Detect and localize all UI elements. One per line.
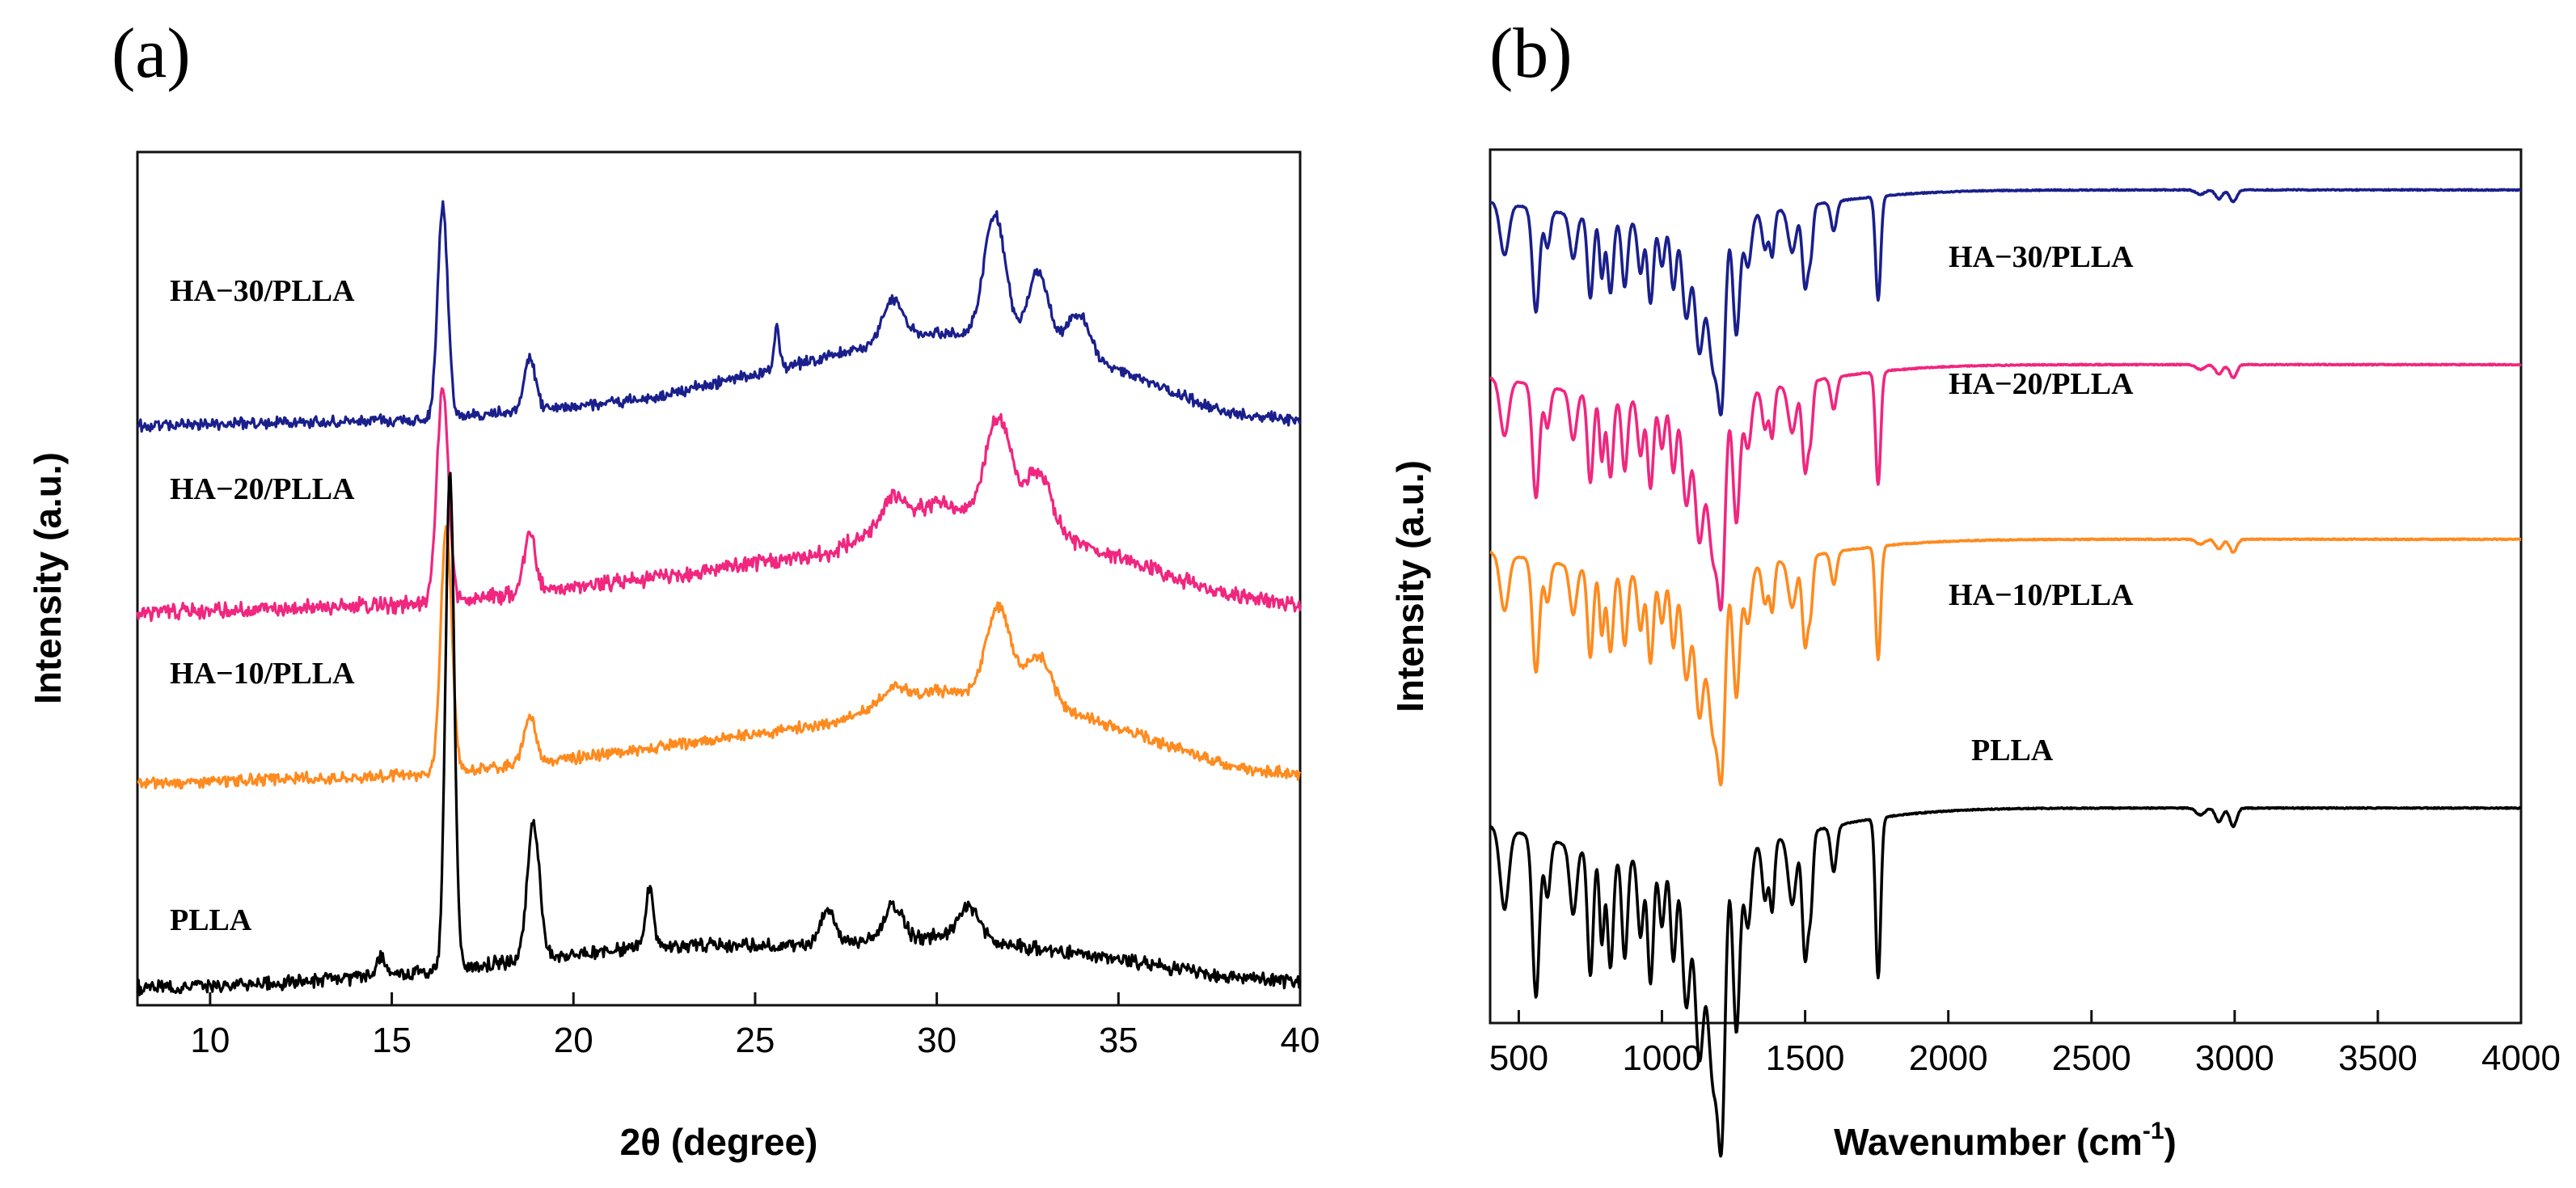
panel-a-series-line-plla	[136, 471, 1302, 996]
panel-b-x-tick-label: 1000	[1623, 1038, 1702, 1078]
panel-a-series-line-ha-30-plla	[136, 200, 1302, 433]
panel-a-x-tick-label: 10	[190, 1021, 230, 1060]
panel-b-x-axis-title: Wavenumber (cm-1)	[1834, 1118, 2177, 1163]
panel-a-series-labels: HA−30/PLLA HA−20/PLLA HA−10/PLLA PLLA	[170, 274, 355, 937]
panel-a-series-label-ha-30-plla: HA−30/PLLA	[170, 274, 355, 308]
panel-b-x-tick-label: 3000	[2195, 1038, 2274, 1078]
panel-b-x-tick-label: 1500	[1766, 1038, 1845, 1078]
panel-b: (b) 500 1000 1500 2000 2500 3000 3500 4000 HA−3…	[1389, 15, 2561, 1163]
panel-a-series-line-ha-10-plla	[137, 525, 1302, 790]
panel-a-x-tick-label: 20	[554, 1021, 593, 1060]
panel-a-x-tick-label: 30	[917, 1021, 956, 1060]
panel-b-x-ticks: 500 1000 1500 2000 2500 3000 3500 4000	[1489, 1010, 2561, 1078]
panel-b-series-label-ha-30-plla: HA−30/PLLA	[1949, 240, 2134, 274]
panel-b-series-label-ha-10-plla: HA−10/PLLA	[1949, 578, 2134, 612]
panel-a-x-tick-label: 15	[372, 1021, 412, 1060]
panel-a-x-tick-label: 25	[735, 1021, 775, 1060]
panel-b-x-axis-title-superscript: -1	[2143, 1118, 2164, 1144]
panel-b-series-line-ha-20-plla	[1489, 362, 2523, 612]
panel-a-series-label-ha-10-plla: HA−10/PLLA	[170, 657, 355, 691]
panel-a-series-label-ha-20-plla: HA−20/PLLA	[170, 472, 355, 506]
panel-a-series-lines	[136, 200, 1302, 996]
panel-a-x-tick-label: 40	[1281, 1021, 1320, 1060]
panel-b-series-label-ha-20-plla: HA−20/PLLA	[1949, 367, 2134, 401]
panel-b-x-tick-label: 500	[1489, 1038, 1548, 1078]
panel-b-series-lines	[1489, 188, 2523, 1158]
panel-b-x-axis-title-tail: )	[2164, 1121, 2177, 1163]
panel-b-x-tick-label: 2500	[2052, 1038, 2131, 1078]
panel-a-plot-frame	[136, 150, 1302, 1007]
panel-b-plot-frame	[1489, 148, 2523, 1025]
panel-b-series-line-ha-30-plla	[1489, 188, 2522, 416]
panel-a: (a) 10 15 20 25 30 35 40 HA−30/PLLAHA−20/PLLAH…	[27, 15, 1320, 1163]
panel-b-y-axis-title: Intensity (a.u.)	[1389, 460, 1431, 712]
panel-a-series-label-plla: PLLA	[170, 903, 252, 937]
panel-b-x-axis-title-main: Wavenumber (cm	[1834, 1121, 2143, 1163]
panel-b-series-line-plla	[1489, 805, 2523, 1158]
panel-b-x-tick-label: 3500	[2338, 1038, 2418, 1078]
panel-b-series-labels: HA−30/PLLA HA−20/PLLA HA−10/PLLA PLLA	[1949, 240, 2134, 767]
panel-b-x-tick-label: 4000	[2481, 1038, 2561, 1078]
panel-b-series-label-plla: PLLA	[1971, 734, 2054, 767]
panel-a-x-axis-title: 2θ (degree)	[620, 1121, 818, 1163]
panel-a-series-line-ha-20-plla	[136, 387, 1302, 623]
panel-b-series-line-ha-10-plla	[1489, 537, 2522, 787]
panel-a-x-tick-label: 35	[1099, 1021, 1138, 1060]
panel-a-x-ticks: 10 15 20 25 30 35 40	[190, 992, 1320, 1060]
panel-a-label: (a)	[112, 15, 191, 93]
panel-a-y-axis-title: Intensity (a.u.)	[27, 452, 69, 704]
panel-b-label: (b)	[1489, 15, 1573, 93]
panel-b-x-tick-label: 2000	[1909, 1038, 1988, 1078]
